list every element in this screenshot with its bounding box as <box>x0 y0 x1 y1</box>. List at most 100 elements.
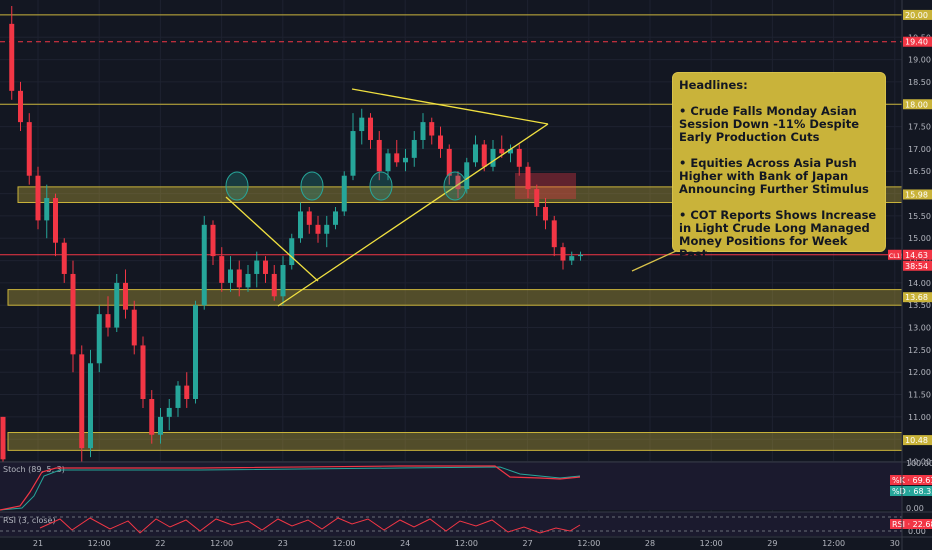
candle[interactable] <box>560 242 566 270</box>
y-tick-label: 15.00 <box>908 234 931 243</box>
x-tick-label: 22 <box>155 539 165 548</box>
candle[interactable] <box>298 202 303 243</box>
candle[interactable] <box>411 131 417 167</box>
candle[interactable] <box>79 345 85 462</box>
candle[interactable] <box>490 139 496 172</box>
price-tag-bg <box>903 292 932 303</box>
candle-body <box>114 282 120 328</box>
candle[interactable] <box>9 6 15 100</box>
candle[interactable] <box>201 215 207 310</box>
stoch-panel[interactable]: Stoch (89, 5, 3) 100.00 0.00 %K · 69.61 … <box>0 459 932 513</box>
candle[interactable] <box>236 260 242 297</box>
candle[interactable] <box>88 349 93 458</box>
rsi-label: RSI (3, close) <box>3 516 56 525</box>
candle-body <box>516 148 522 167</box>
candle[interactable] <box>481 139 487 172</box>
candle[interactable] <box>429 117 435 145</box>
candle[interactable] <box>420 113 426 149</box>
candle[interactable] <box>61 238 67 283</box>
candle[interactable] <box>44 184 50 239</box>
candle-body <box>359 117 365 132</box>
candle-body <box>438 135 443 149</box>
candle[interactable] <box>289 233 295 270</box>
candle[interactable] <box>193 300 198 404</box>
candle[interactable] <box>350 113 356 181</box>
candle-body <box>420 122 426 140</box>
touch-circle-2 <box>300 171 324 201</box>
candle[interactable] <box>70 260 76 373</box>
candle[interactable] <box>228 256 233 292</box>
candle[interactable] <box>499 135 505 158</box>
candle[interactable] <box>359 108 365 145</box>
candle[interactable] <box>210 220 216 266</box>
candle[interactable] <box>0 416 6 462</box>
trendline-drawings <box>225 88 700 307</box>
candle[interactable] <box>534 184 540 216</box>
candle[interactable] <box>324 215 330 248</box>
candle-body <box>26 122 32 176</box>
candle-body <box>35 175 41 221</box>
candle[interactable] <box>578 251 583 261</box>
candle[interactable] <box>105 296 111 337</box>
candle[interactable] <box>464 157 470 194</box>
candle-body <box>473 144 478 163</box>
rsi-panel[interactable]: RSI (3, close) 0.00 RSI · 22.68 <box>0 511 932 536</box>
candle-body <box>254 260 260 274</box>
stoch-d-tag: %D · 68.35 <box>892 487 932 496</box>
candle[interactable] <box>35 166 41 230</box>
candle-body <box>464 162 470 190</box>
candle[interactable] <box>438 126 443 158</box>
candle-body <box>298 211 303 239</box>
candle[interactable] <box>569 251 575 266</box>
candle-body <box>499 148 505 154</box>
candle[interactable] <box>53 193 58 257</box>
candle-body <box>403 157 408 163</box>
candle[interactable] <box>280 256 286 306</box>
candle[interactable] <box>254 251 260 288</box>
candle[interactable] <box>140 336 146 408</box>
candle[interactable] <box>26 113 32 185</box>
price-axis[interactable]: 10.0010.5011.0011.5012.0012.5013.0013.50… <box>908 11 931 467</box>
candle[interactable] <box>131 300 137 355</box>
candle[interactable] <box>149 390 155 444</box>
time-axis[interactable]: 21 12:00 22 12:00 23 12:00 24 12:00 27 12:00 28 12:… <box>33 539 900 548</box>
candle[interactable] <box>166 399 172 431</box>
candle[interactable] <box>394 139 400 167</box>
headlines-callout[interactable]: Headlines: • Crude Falls Monday Asian Se… <box>672 72 886 261</box>
candle[interactable] <box>245 265 251 292</box>
candle[interactable] <box>508 144 513 163</box>
candle[interactable] <box>368 113 373 149</box>
candle-body <box>481 144 487 167</box>
x-tick-label: 12:00 <box>88 539 111 548</box>
countdown-tag: 38:54 <box>905 262 928 271</box>
candle[interactable] <box>543 198 548 230</box>
candle[interactable] <box>315 215 321 243</box>
candle-body <box>578 254 583 257</box>
candle[interactable] <box>525 162 531 199</box>
candle[interactable] <box>446 144 452 185</box>
price-tag-bg <box>903 435 932 446</box>
candle[interactable] <box>175 381 181 417</box>
y-tick-label: 11.50 <box>908 391 931 400</box>
candle[interactable] <box>184 372 190 408</box>
candle[interactable] <box>263 256 268 283</box>
candle[interactable] <box>18 81 23 132</box>
candle[interactable] <box>114 273 120 333</box>
candle-body <box>131 309 137 346</box>
candle[interactable] <box>306 206 312 234</box>
candle[interactable] <box>271 265 277 301</box>
candle[interactable] <box>341 171 347 216</box>
candle[interactable] <box>96 305 102 373</box>
candle[interactable] <box>219 247 225 292</box>
candle[interactable] <box>551 215 557 257</box>
candle[interactable] <box>333 206 338 230</box>
rsi-panel-bg <box>0 512 902 536</box>
candle[interactable] <box>516 144 522 176</box>
candle[interactable] <box>403 148 408 172</box>
candle[interactable] <box>473 135 478 167</box>
candle[interactable] <box>123 269 128 319</box>
candle-body <box>201 224 207 306</box>
candle[interactable] <box>158 407 163 444</box>
candlestick-series[interactable] <box>0 6 584 462</box>
headline-item: • Equities Across Asia Push Higher with … <box>679 156 869 196</box>
